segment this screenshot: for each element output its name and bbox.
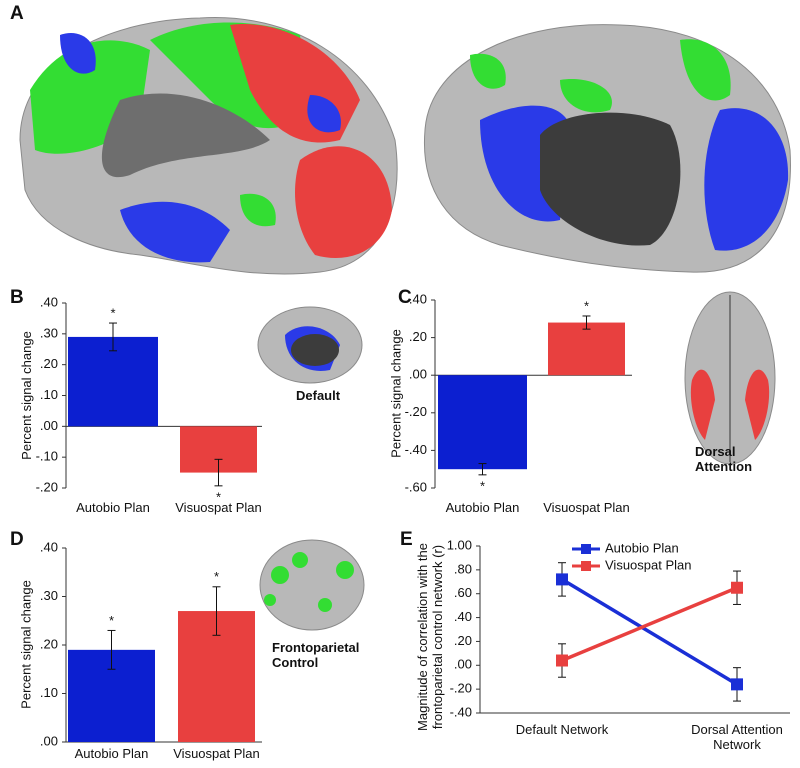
y-tick-label: .40 (454, 609, 472, 624)
y-tick-label: -.20 (450, 681, 472, 696)
bar (548, 322, 625, 376)
bar (438, 375, 527, 470)
y-tick-label: -.20 (405, 404, 427, 419)
significance-mark: * (214, 569, 219, 584)
network-label: Default (296, 388, 341, 403)
y-tick-label: .20 (409, 329, 427, 344)
bar (68, 336, 158, 427)
x-tick-label: Visuospat Plan (173, 746, 260, 761)
y-tick-label: .30 (40, 588, 58, 603)
series-line (561, 577, 738, 686)
panel-label: A (10, 3, 24, 24)
y-axis-label: Magnitude of correlation with the fronto… (415, 542, 445, 731)
panel-label: E (400, 529, 413, 550)
network-label: Dorsal Attention (695, 444, 753, 474)
y-tick-label: .00 (40, 418, 58, 433)
y-axis-label: Percent signal change (388, 329, 404, 458)
brain-lateral (19, 16, 398, 275)
y-tick-label: .10 (40, 387, 58, 402)
panel-label: B (10, 287, 24, 308)
panel-label: D (10, 529, 24, 550)
x-tick-label: Dorsal Attention Network (691, 722, 783, 752)
y-tick-label: .20 (40, 356, 58, 371)
panel-label: C (398, 287, 412, 308)
y-tick-label: .10 (40, 685, 58, 700)
legend-label: Autobio Plan (605, 540, 679, 555)
y-tick-label: .40 (40, 294, 58, 309)
network-label: Frontoparietal Control (272, 640, 360, 670)
series-line (561, 586, 738, 663)
significance-mark: * (584, 298, 589, 313)
marker (556, 573, 568, 586)
inset-brain-frontoparietal (259, 539, 365, 631)
significance-mark: * (480, 478, 485, 493)
y-tick-label: -.40 (450, 704, 472, 719)
marker (731, 581, 743, 594)
y-axis-label: Percent signal change (18, 580, 34, 709)
marker (731, 678, 743, 691)
y-axis-label: Percent signal change (18, 330, 34, 460)
y-tick-label: .40 (409, 291, 427, 306)
x-tick-label: Visuospat Plan (543, 500, 630, 515)
significance-mark: * (216, 489, 221, 504)
significance-mark: * (109, 613, 114, 628)
y-tick-label: -.60 (405, 479, 427, 494)
y-tick-label: -.10 (36, 449, 58, 464)
y-tick-label: .20 (454, 633, 472, 648)
y-tick-label: .30 (40, 325, 58, 340)
x-tick-label: Autobio Plan (74, 746, 149, 761)
y-tick-label: .60 (454, 585, 472, 600)
y-tick-label: .40 (40, 539, 58, 554)
y-tick-label: .00 (454, 657, 472, 672)
brain-medial (423, 24, 791, 273)
legend-marker (581, 561, 591, 571)
marker (556, 654, 568, 667)
y-tick-label: -.40 (405, 442, 427, 457)
y-tick-label: .20 (40, 636, 58, 651)
inset-brain-default (257, 306, 363, 384)
x-tick-label: Default Network (515, 722, 609, 737)
y-tick-label: -.20 (36, 479, 58, 494)
legend-marker (581, 544, 591, 554)
x-tick-label: Autobio Plan (445, 500, 520, 515)
y-tick-label: .80 (454, 561, 472, 576)
y-tick-label: .00 (409, 367, 427, 382)
x-tick-label: Autobio Plan (76, 500, 150, 515)
significance-mark: * (110, 305, 115, 320)
y-tick-label: .00 (40, 733, 58, 748)
x-tick-label: Visuospat Plan (175, 500, 262, 515)
y-tick-label: 1.00 (447, 537, 472, 552)
inset-brain-dorsal (684, 291, 776, 465)
legend-label: Visuospat Plan (605, 557, 692, 572)
